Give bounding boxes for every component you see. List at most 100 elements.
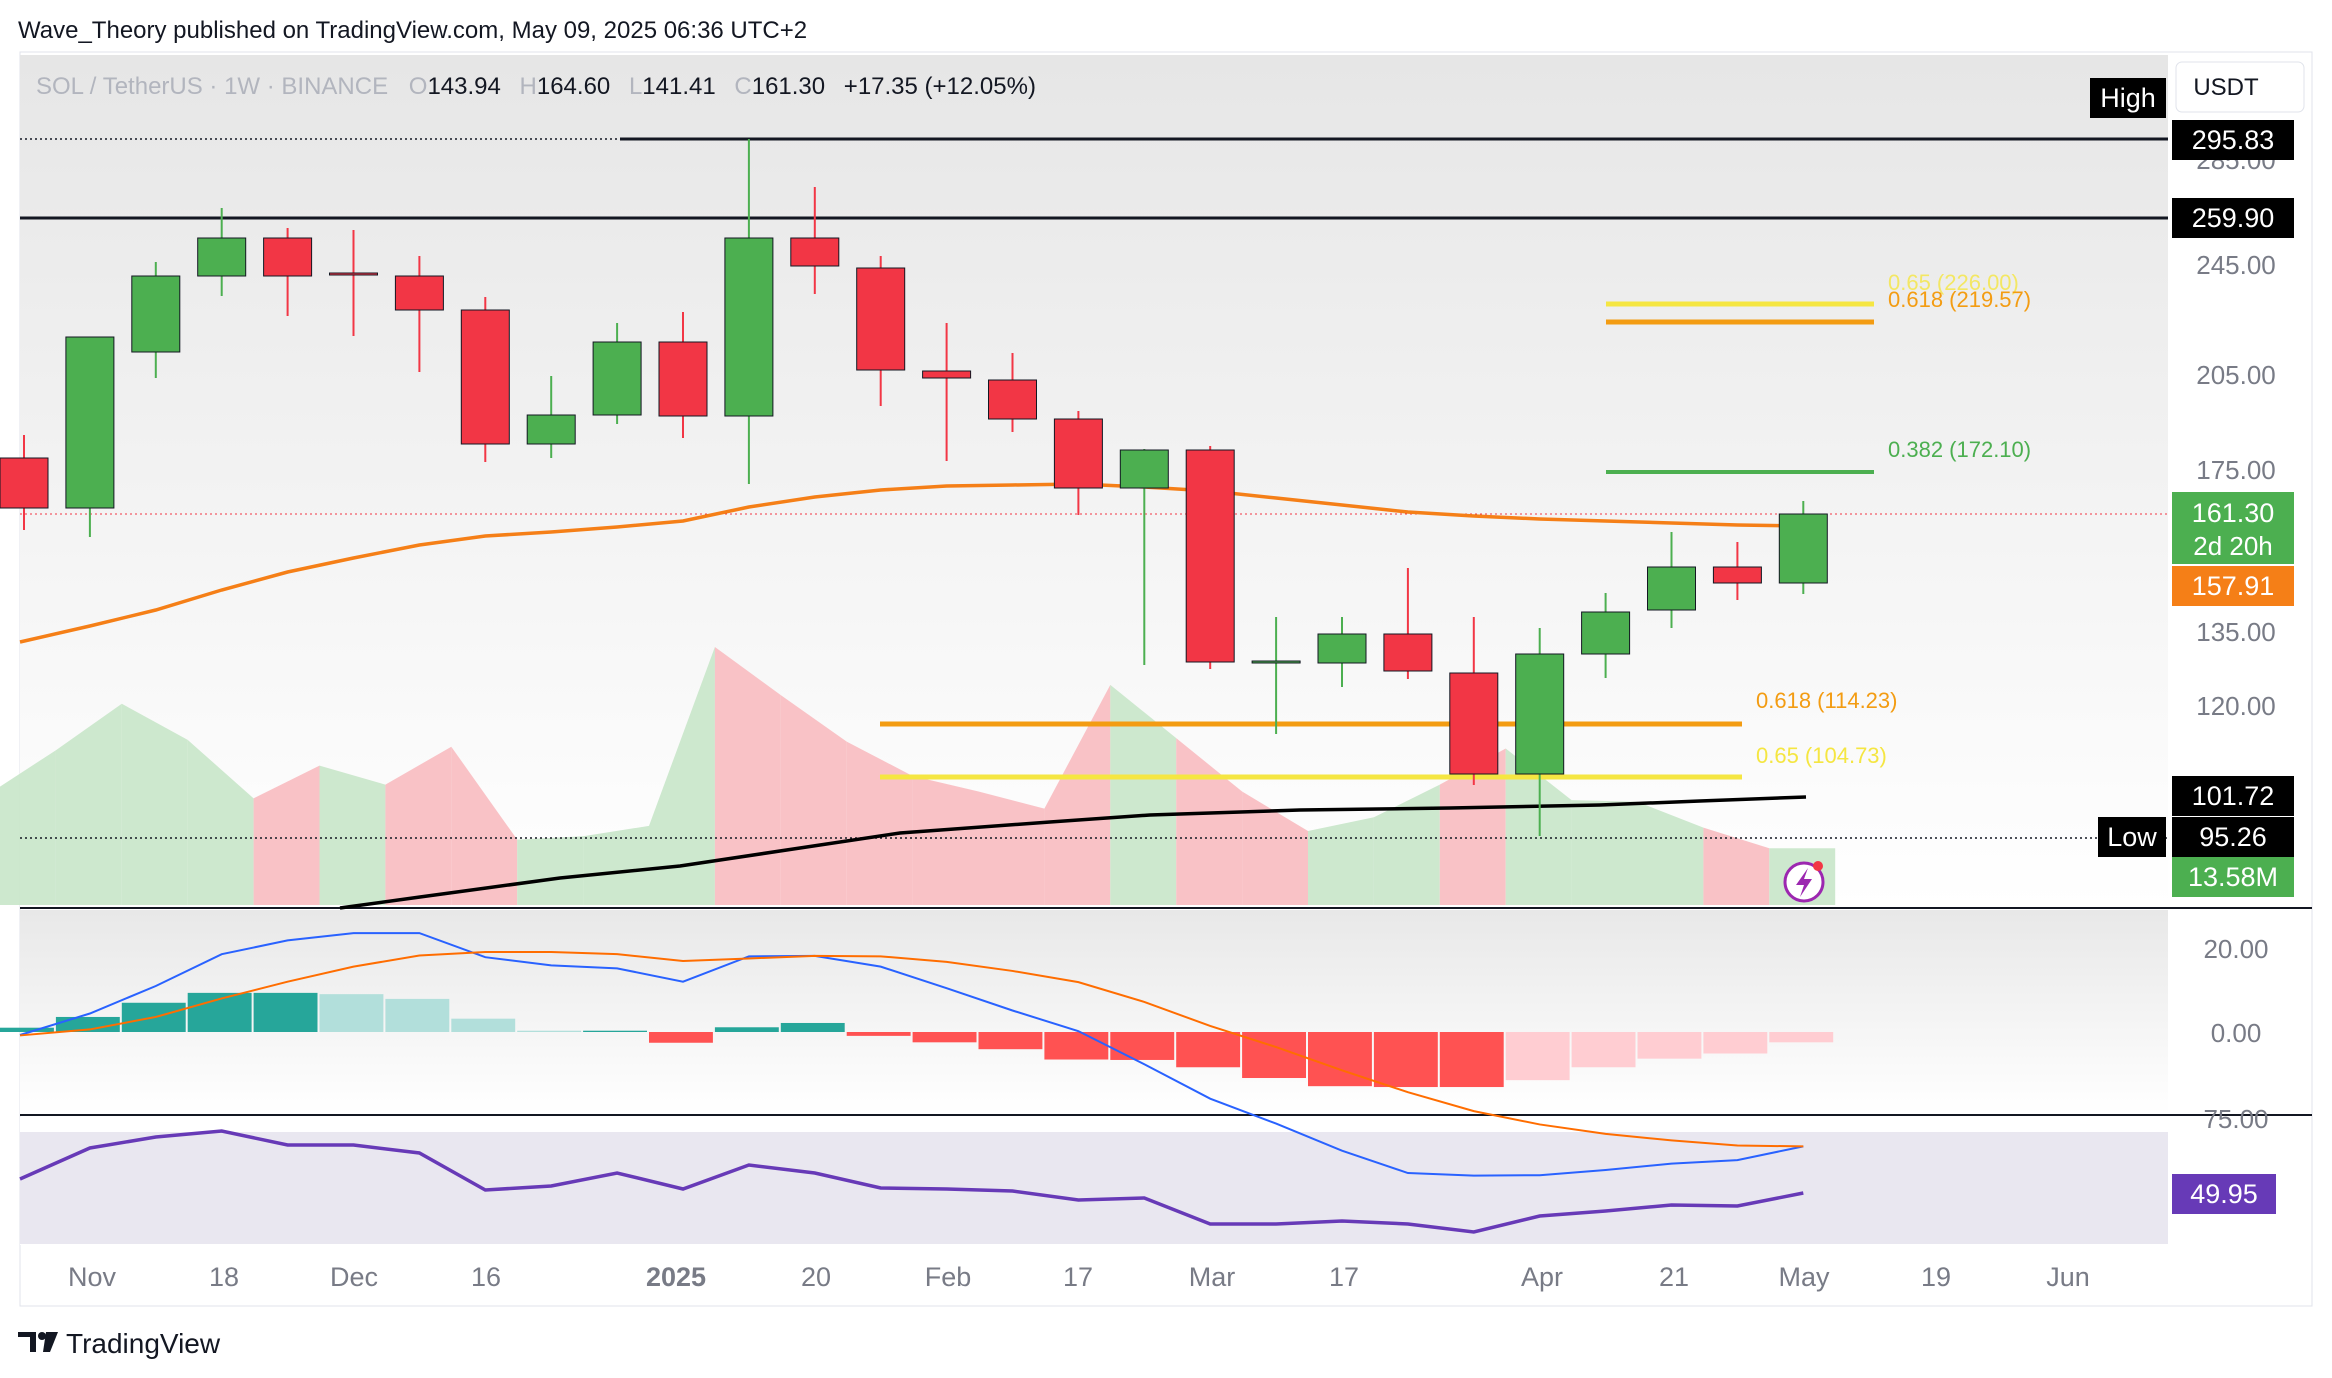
high-label-badge: High — [2100, 83, 2156, 113]
volume-bar — [1439, 748, 1506, 905]
low-value: 141.41 — [642, 73, 715, 100]
candle-up — [131, 275, 181, 353]
moving-averages — [19, 482, 1807, 910]
macd-histogram-bar — [517, 1030, 582, 1032]
ma200-price-badge-bg — [2172, 776, 2294, 816]
countdown-badge: 2d 20h — [2193, 531, 2273, 561]
publisher-line: Wave_Theory published on TradingView.com… — [18, 17, 807, 44]
macd-histogram-bar — [253, 992, 318, 1032]
time-tick-label: 17 — [1063, 1262, 1093, 1292]
macd-indicator — [0, 932, 1834, 1177]
macd-histogram-bar — [978, 1032, 1043, 1050]
volume-badge-bg — [2172, 857, 2294, 897]
volume-bar — [978, 791, 1045, 905]
macd-histogram-bar — [451, 1018, 516, 1032]
time-tick-label: 21 — [1659, 1262, 1689, 1292]
volume-bar — [1571, 800, 1638, 905]
ma200-price-badge: 101.72 — [2192, 781, 2275, 811]
rsi-tick-label: 75.00 — [2203, 1104, 2268, 1134]
price-tick-label: 205.00 — [2196, 360, 2276, 390]
macd-histogram-bar — [1703, 1032, 1768, 1054]
volume-bar — [1637, 801, 1704, 905]
high-value: 164.60 — [537, 73, 610, 100]
currency-button-label: USDT — [2193, 74, 2259, 101]
time-tick-label: Apr — [1521, 1262, 1563, 1292]
volume-bar — [55, 703, 122, 905]
price-axis: 285.00245.00205.00175.00135.00120.0020.0… — [2196, 145, 2276, 1134]
rsi-line — [19, 1129, 1804, 1234]
high-label: H — [520, 73, 537, 100]
candle-up — [1647, 566, 1696, 611]
volume-bar — [1308, 817, 1374, 905]
fib-0.65-lower-label: 0.65 (104.73) — [1756, 743, 1887, 768]
volume-bar — [121, 703, 188, 905]
macd-histogram-bar — [1044, 1032, 1109, 1060]
ema-line — [19, 482, 1806, 644]
volume-bar — [451, 746, 518, 905]
signal-line — [19, 951, 1804, 1148]
candle-down — [263, 237, 313, 277]
tradingview-logo — [18, 1332, 58, 1352]
macd-line — [19, 932, 1804, 1177]
candle-down — [1383, 633, 1433, 672]
fib-0.65-upper-label: 0.65 (226.00) — [1888, 270, 2019, 295]
volume-bar — [583, 825, 649, 905]
candle-up — [592, 341, 642, 416]
volume-bar — [0, 750, 56, 905]
time-tick-label: 19 — [1921, 1262, 1951, 1292]
time-tick-label: May — [1778, 1262, 1830, 1292]
candle-up — [526, 414, 576, 445]
macd-histogram-bar — [1439, 1032, 1504, 1088]
macd-histogram-bar — [912, 1032, 977, 1043]
candle-down — [0, 457, 49, 509]
time-tick-label: Nov — [68, 1262, 117, 1292]
macd-histogram-bar — [649, 1032, 713, 1043]
rsi-value-badge-bg — [2172, 1174, 2276, 1214]
candle-down — [1185, 449, 1235, 663]
macd-histogram-bar — [1373, 1032, 1438, 1088]
last-price-badge-bg — [2172, 492, 2294, 564]
macd-histogram-bar — [0, 1027, 54, 1032]
high-price-badge: 295.83 — [2192, 125, 2275, 155]
candle-up — [1317, 633, 1367, 664]
volume-bar — [1110, 684, 1177, 905]
volume-bar — [1242, 791, 1308, 905]
macd-histogram-bar — [55, 1016, 120, 1032]
low-label-badge: Low — [2107, 822, 2157, 852]
time-tick-label: 20 — [801, 1262, 831, 1292]
currency-button[interactable]: USDT — [2175, 61, 2305, 113]
close-label: C — [734, 73, 751, 100]
time-tick-label: Feb — [925, 1262, 972, 1292]
volume-bar — [1373, 784, 1440, 905]
ema-price-badge: 157.91 — [2192, 571, 2275, 601]
macd-tick-label: 20.00 — [2203, 934, 2268, 964]
macd-histogram-bar — [780, 1022, 845, 1032]
resistance-price-badge: 259.90 — [2192, 203, 2275, 233]
rsi-indicator — [19, 1129, 1804, 1234]
volume-bar — [1176, 738, 1243, 905]
fib-0.618-lower-label: 0.618 (114.23) — [1756, 688, 1897, 713]
change-value: +17.35 (+12.05%) — [844, 73, 1036, 100]
candle-down — [1449, 672, 1499, 775]
candle-down — [856, 267, 906, 371]
volume-bar — [1044, 684, 1111, 905]
low-label: L — [629, 73, 642, 100]
candle-down — [790, 237, 840, 267]
fib-0.382-label: 0.382 (172.10) — [1888, 437, 2031, 462]
macd-histogram-bar — [846, 1032, 911, 1036]
ema-price-badge-bg — [2172, 566, 2294, 606]
resistance-price-badge-bg — [2172, 198, 2294, 238]
volume-bar — [1505, 748, 1572, 905]
volume-bar — [1703, 827, 1770, 905]
volume-bar — [912, 776, 979, 905]
time-tick-label: Mar — [1189, 1262, 1236, 1292]
candle-down — [658, 341, 708, 417]
price-tick-label: 245.00 — [2196, 250, 2276, 280]
volume-bar — [517, 836, 584, 905]
time-tick-label: Jun — [2046, 1262, 2090, 1292]
volume-bar — [714, 647, 781, 905]
candle-down — [329, 272, 378, 276]
candle-down — [922, 370, 972, 379]
lightning-icon[interactable] — [1783, 861, 1825, 903]
time-tick-label: Dec — [330, 1262, 378, 1292]
